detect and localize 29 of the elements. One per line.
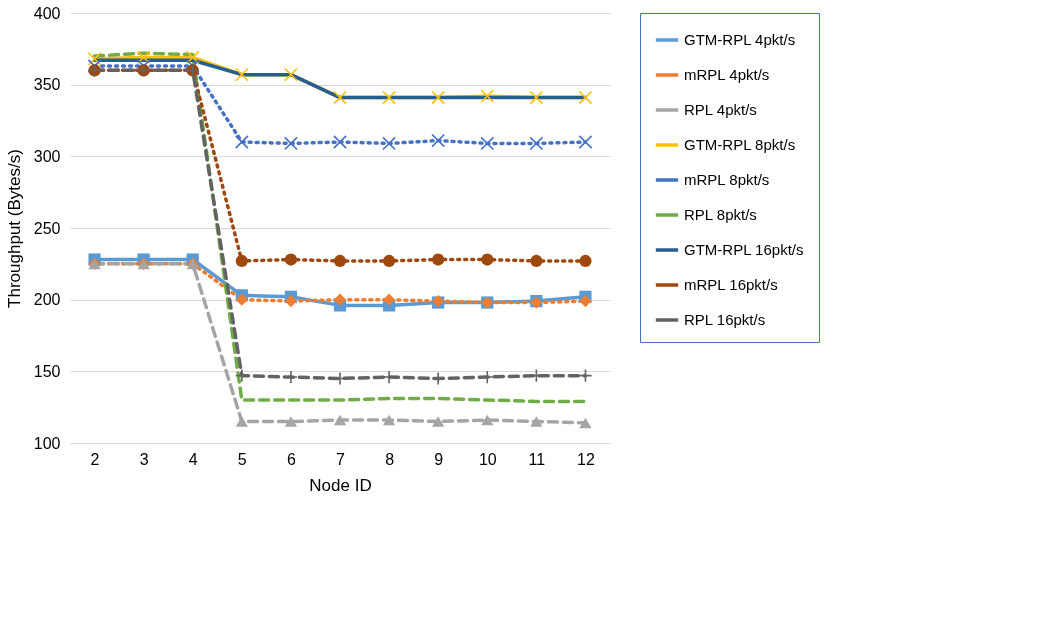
x-tick-label: 10 bbox=[478, 450, 497, 468]
legend-label: GTM-RPL 16pkt/s bbox=[684, 241, 804, 258]
y-tick-label: 150 bbox=[33, 362, 61, 380]
x-tick-label: 9 bbox=[434, 450, 444, 468]
x-tick-label: 11 bbox=[528, 450, 546, 468]
x-tick-label: 5 bbox=[237, 450, 247, 468]
y-tick-label: 350 bbox=[33, 76, 61, 94]
x-tick-label: 3 bbox=[139, 450, 149, 468]
legend-label: RPL 8pkt/s bbox=[684, 206, 757, 223]
x-tick-label: 7 bbox=[336, 450, 346, 468]
legend-label: RPL 16pkt/s bbox=[684, 311, 766, 328]
legend-label: mRPL 8pkt/s bbox=[684, 171, 770, 188]
x-tick-label: 8 bbox=[385, 450, 395, 468]
x-tick-label: 4 bbox=[188, 450, 198, 468]
x-tick-label: 6 bbox=[286, 450, 296, 468]
legend-label: GTM-RPL 8pkt/s bbox=[684, 136, 796, 153]
y-tick-label: 250 bbox=[33, 219, 61, 237]
y-tick-label: 200 bbox=[33, 291, 61, 309]
x-tick-label: 12 bbox=[577, 450, 595, 468]
x-tick-label: 2 bbox=[90, 450, 100, 468]
legend-label: RPL 4pkt/s bbox=[684, 101, 757, 118]
legend-label: mRPL 16pkt/s bbox=[684, 276, 778, 293]
y-tick-label: 300 bbox=[33, 147, 61, 165]
y-axis-title: Throughput (Bytes/s) bbox=[4, 149, 24, 308]
legend-label: mRPL 4pkt/s bbox=[684, 66, 770, 83]
y-tick-label: 100 bbox=[33, 434, 61, 452]
x-axis-title: Node ID bbox=[309, 475, 372, 495]
legend-label: GTM-RPL 4pkt/s bbox=[684, 31, 796, 48]
y-tick-label: 400 bbox=[33, 4, 61, 22]
